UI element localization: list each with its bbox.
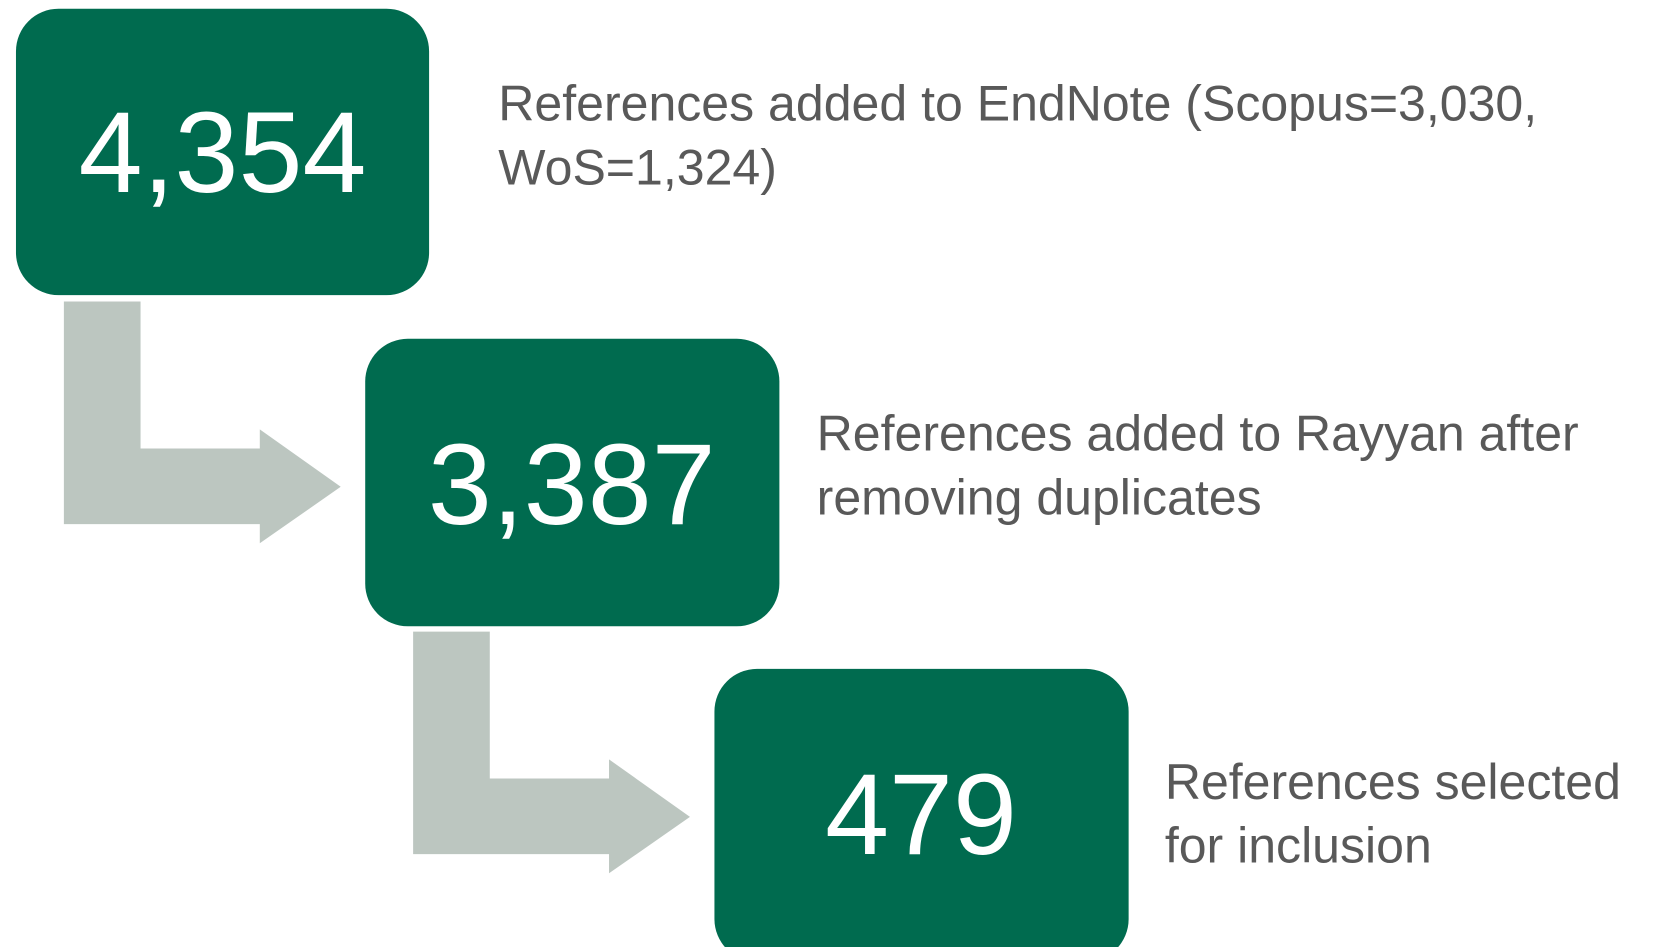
description: References selected: [1165, 754, 1621, 810]
count: 479: [825, 751, 1017, 879]
count-box: [15, 8, 430, 296]
description: for inclusion: [1165, 818, 1432, 874]
description: removing duplicates: [817, 469, 1262, 525]
bent-arrow: [413, 631, 690, 874]
description: References added to Rayyan after: [817, 406, 1579, 462]
bent-arrow: [63, 301, 341, 544]
description: WoS=1,324): [498, 139, 777, 195]
count-box: [714, 668, 1129, 947]
description: References added to EndNote (Scopus=3,03…: [498, 76, 1537, 132]
count: 3,387: [428, 421, 716, 549]
count-box: [365, 338, 780, 627]
count: 4,354: [79, 89, 367, 217]
